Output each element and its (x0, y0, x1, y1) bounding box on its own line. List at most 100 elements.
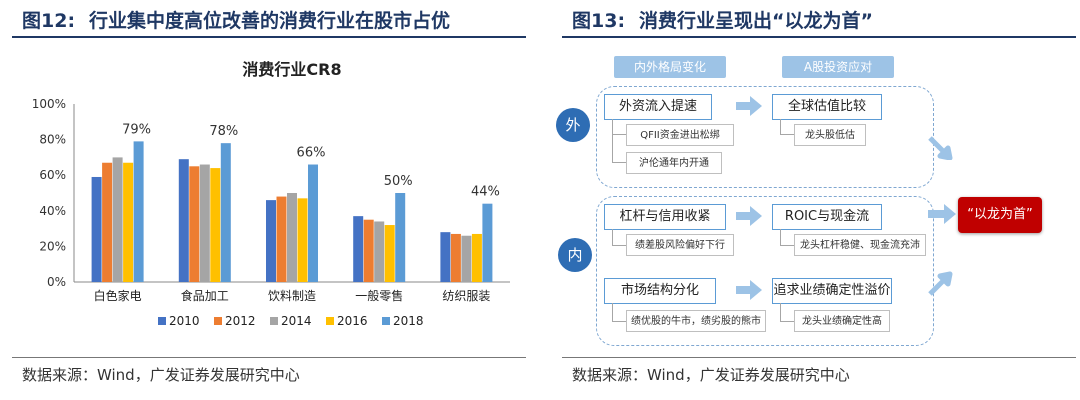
bar (363, 219, 374, 282)
arrow-down-right-icon (928, 136, 953, 160)
right-source-note: 数据来源：Wind，广发证券发展研究中心 (572, 366, 850, 384)
bar (199, 164, 210, 282)
chart-title: 消费行业CR8 (242, 60, 341, 79)
result-box-dragon-first: “以龙为首” (958, 197, 1042, 233)
y-tick-label: 100% (32, 97, 66, 111)
bar (133, 141, 144, 282)
left-figure-number: 图12: (22, 10, 76, 32)
detail-risk-appetite-down: 绩差股风险偏好下行 (626, 234, 734, 256)
connector (612, 303, 627, 322)
x-tick-label: 纺织服装 (442, 289, 490, 303)
x-tick-label: 白色家电 (94, 288, 142, 303)
x-tick-label: 食品加工 (181, 288, 229, 303)
bar (353, 216, 364, 282)
bar (123, 162, 134, 282)
outer-circle-label: 外 (556, 108, 590, 142)
effect-box-roic-cashflow: ROIC与现金流 (772, 204, 882, 230)
bar (395, 193, 406, 282)
bar (297, 198, 308, 282)
right-figure-caption: 消费行业呈现出“以龙为首” (639, 10, 874, 32)
legend-label: 2016 (337, 314, 368, 328)
detail-shanghai-london-connect: 沪伦通年内开通 (626, 152, 722, 174)
bar (461, 235, 472, 282)
bar (287, 193, 297, 282)
bar (482, 203, 493, 282)
bar (276, 196, 287, 282)
data-label: 79% (122, 122, 151, 137)
cr8-bar-chart: 消费行业CR8 0% 20% 40% 60% 80% 100% 白色家电 79% 食品加工 78% 饮… (32, 60, 510, 328)
bar (450, 233, 461, 282)
inner-circle-label: 内 (558, 238, 592, 272)
cause-box-market-divergence: 市场结构分化 (604, 278, 716, 304)
header-domestic-foreign-change: 内外格局变化 (614, 56, 726, 78)
connector (780, 119, 795, 135)
bar (440, 232, 451, 282)
cause-box-leverage-tightening: 杠杆与信用收紧 (604, 204, 726, 230)
left-source-note: 数据来源：Wind，广发证券发展研究中心 (22, 366, 300, 384)
legend-label: 2014 (281, 314, 312, 328)
arrow-right-icon (736, 96, 762, 116)
connector (612, 119, 627, 135)
right-title-rule (562, 36, 1076, 38)
arrow-right-icon (928, 204, 956, 224)
bar (220, 143, 231, 282)
connector (612, 134, 627, 163)
bar (308, 164, 318, 282)
arrow-right-icon (736, 280, 762, 300)
inner-factors-group (596, 196, 934, 346)
legend-swatch (214, 317, 222, 325)
left-figure-panel: 图12: 行业集中度高位改善的消费行业在股市占优 消费行业CR8 0% 20% 40% 6… (0, 0, 530, 400)
bar (91, 176, 102, 282)
legend-label: 2012 (225, 314, 256, 328)
left-figure-title: 图12: 行业集中度高位改善的消费行业在股市占优 (22, 6, 450, 33)
left-title-rule (12, 36, 526, 38)
legend-swatch (382, 317, 390, 325)
right-figure-number: 图13: (572, 10, 626, 32)
effect-box-certainty-premium: 追求业绩确定性溢价 (772, 278, 892, 304)
cause-box-foreign-inflow: 外资流入提速 (604, 94, 712, 120)
bar (102, 162, 113, 282)
header-a-share-response: A股投资应对 (782, 56, 894, 78)
data-label: 78% (209, 124, 238, 139)
legend-swatch (326, 317, 334, 325)
y-tick-label: 20% (39, 239, 66, 253)
detail-leaders-earnings-certain: 龙头业绩确定性高 (794, 310, 890, 332)
detail-leaders-stable-leverage: 龙头杠杆稳健、现金流充沛 (794, 234, 926, 256)
bar (178, 159, 189, 282)
arrow-right-icon (736, 206, 762, 226)
y-tick-label: 80% (39, 133, 66, 147)
detail-bull-bear-split: 绩优股的牛市，绩劣股的熊市 (626, 310, 766, 332)
outer-factors-group (596, 86, 934, 188)
bar (112, 157, 123, 282)
bar (189, 166, 200, 282)
x-tick-label: 饮料制造 (268, 289, 316, 303)
left-source-rule (12, 357, 526, 358)
detail-leaders-undervalued: 龙头股低估 (794, 124, 866, 146)
right-figure-panel: 图13: 消费行业呈现出“以龙为首” 内外格局变化 A股投资应对 外 外资流入提速… (550, 0, 1080, 400)
legend-swatch (158, 317, 166, 325)
right-figure-title: 图13: 消费行业呈现出“以龙为首” (572, 6, 873, 33)
y-tick-label: 60% (39, 168, 66, 182)
bar (471, 233, 482, 282)
legend-swatch (270, 317, 278, 325)
y-tick-label: 0% (47, 275, 66, 289)
x-tick-label: 一般零售 (355, 288, 403, 303)
y-tick-label: 40% (39, 204, 66, 218)
detail-qfii: QFII资金进出松绑 (626, 124, 734, 146)
effect-box-global-valuation: 全球估值比较 (772, 94, 882, 120)
bar (266, 200, 276, 282)
bar (374, 221, 385, 282)
connector (780, 303, 795, 322)
connector (780, 229, 795, 246)
legend-label: 2010 (169, 314, 200, 328)
legend-label: 2018 (393, 314, 424, 328)
data-label: 66% (297, 146, 326, 161)
arrow-up-right-icon (928, 271, 953, 296)
left-figure-caption: 行业集中度高位改善的消费行业在股市占优 (89, 10, 451, 32)
data-label: 50% (384, 174, 413, 189)
bar (210, 168, 221, 282)
connector (612, 229, 627, 246)
right-source-rule (562, 357, 1076, 358)
bar (384, 225, 395, 282)
data-label: 44% (471, 185, 500, 200)
